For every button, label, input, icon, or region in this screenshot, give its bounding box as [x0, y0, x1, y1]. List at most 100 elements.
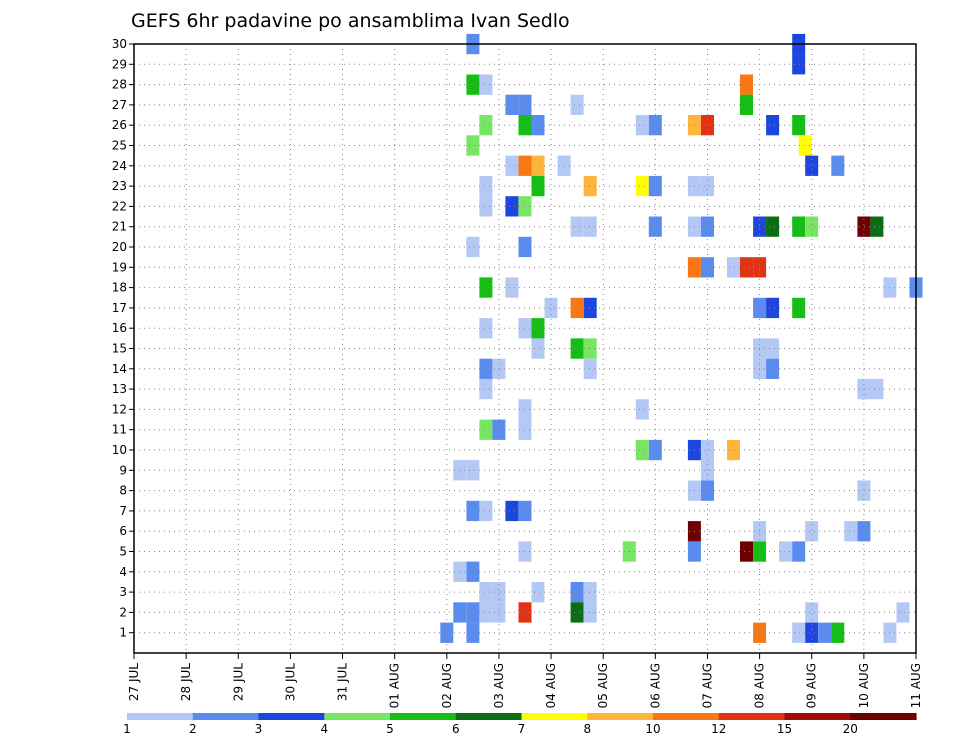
colorbar: 1 2 3 4 5 6 7 8 10 12 15 20: [123, 713, 917, 736]
precip-cell: [831, 622, 845, 643]
precip-cell: [648, 115, 662, 136]
precip-cell: [479, 500, 493, 522]
precip-cell: [792, 297, 806, 319]
y-tick-label: 4: [119, 565, 127, 579]
colorbar-label: 5: [386, 722, 394, 736]
precip-cell: [531, 318, 545, 339]
y-tick-label: 2: [119, 605, 127, 619]
precip-cell: [505, 500, 519, 522]
precip-cell: [531, 115, 545, 136]
precip-cell: [844, 521, 858, 542]
precip-cell: [805, 602, 819, 623]
x-tick-label: 01 AUG: [388, 663, 402, 708]
precip-cell: [466, 500, 480, 522]
precip-cell: [570, 602, 584, 623]
precip-cell: [701, 216, 714, 237]
precip-cell: [779, 541, 793, 562]
precip-cell: [583, 216, 597, 237]
colorbar-label: 2: [189, 722, 197, 736]
precip-cell: [570, 297, 584, 319]
x-tick-label: 31 JUL: [336, 663, 350, 701]
precip-cell: [701, 439, 714, 461]
x-tick-label: 27 JUL: [127, 663, 141, 701]
colorbar-segment: [653, 713, 720, 720]
y-tick-label: 28: [112, 78, 127, 92]
y-tick-label: 21: [112, 220, 127, 234]
precip-cell: [466, 236, 480, 258]
grid-lines: [134, 44, 916, 653]
y-tick-label: 13: [112, 382, 127, 396]
y-tick-label: 8: [119, 484, 127, 498]
precip-cell: [701, 115, 714, 136]
precip-cell: [805, 155, 819, 176]
precip-cell: [505, 277, 519, 298]
precip-cell: [792, 54, 806, 75]
y-tick-label: 25: [112, 139, 127, 153]
precip-cell: [766, 297, 780, 319]
y-tick-label: 5: [119, 545, 127, 559]
y-tick-label: 18: [112, 281, 127, 295]
precip-cell: [740, 74, 753, 95]
y-tick-label: 1: [119, 626, 127, 640]
precip-cell: [648, 439, 662, 461]
colorbar-label: 15: [777, 722, 792, 736]
y-tick-label: 23: [112, 179, 127, 193]
precip-cell: [531, 175, 545, 197]
y-tick-label: 7: [119, 504, 127, 518]
colorbar-segment: [455, 713, 523, 720]
precip-cell: [583, 338, 597, 359]
precip-cell: [740, 257, 753, 278]
precip-cell: [857, 480, 871, 501]
precip-cell: [570, 338, 584, 359]
precip-cell: [792, 622, 806, 643]
y-tick-label: 15: [112, 342, 127, 356]
precip-cell: [466, 602, 480, 623]
colorbar-segment: [324, 713, 391, 720]
x-tick-label: 05 AUG: [596, 663, 610, 708]
y-tick-label: 16: [112, 321, 127, 335]
colorbar-label: 20: [843, 722, 858, 736]
precip-cell: [805, 521, 819, 542]
precip-cell: [766, 216, 780, 237]
precip-cell: [531, 155, 545, 176]
precip-cell: [466, 622, 480, 643]
precip-cell: [831, 155, 845, 176]
chart-title: GEFS 6hr padavine po ansamblima Ivan Sed…: [131, 10, 570, 32]
precip-cell: [635, 439, 649, 461]
y-tick-label: 12: [112, 402, 127, 416]
precip-cell: [583, 602, 597, 623]
x-tick-label: 09 AUG: [805, 663, 819, 708]
precip-cell: [792, 216, 806, 237]
precip-cell: [479, 115, 493, 136]
precip-cell: [740, 94, 753, 115]
precip-cell: [701, 175, 714, 197]
precip-cell: [479, 378, 493, 400]
precip-cell: [492, 358, 506, 379]
precip-cell: [479, 358, 493, 379]
y-tick-label: 22: [112, 199, 127, 213]
precip-cell: [857, 216, 871, 237]
precip-cell: [570, 216, 584, 237]
colorbar-label: 3: [255, 722, 263, 736]
colorbar-segment: [521, 713, 588, 720]
precip-cell: [870, 216, 884, 237]
y-axis-ticks: 1234567891011121314151617181920212223242…: [112, 37, 134, 640]
x-tick-label: 04 AUG: [544, 663, 558, 708]
colorbar-label: 12: [711, 722, 726, 736]
precip-cell: [727, 439, 740, 461]
precip-cell: [766, 338, 780, 359]
colorbar-segment: [718, 713, 786, 720]
x-tick-label: 02 AUG: [440, 663, 454, 708]
x-tick-label: 11 AUG: [909, 663, 923, 708]
colorbar-segment: [192, 713, 260, 720]
precip-cell: [766, 358, 780, 379]
precip-cell: [740, 541, 753, 562]
colorbar-label: 10: [645, 722, 660, 736]
precip-cell: [479, 196, 493, 217]
colorbar-label: 6: [452, 722, 460, 736]
precip-cell: [857, 521, 871, 542]
colorbar-segment: [127, 713, 194, 720]
precip-cell: [635, 115, 649, 136]
precip-cell: [870, 378, 884, 400]
